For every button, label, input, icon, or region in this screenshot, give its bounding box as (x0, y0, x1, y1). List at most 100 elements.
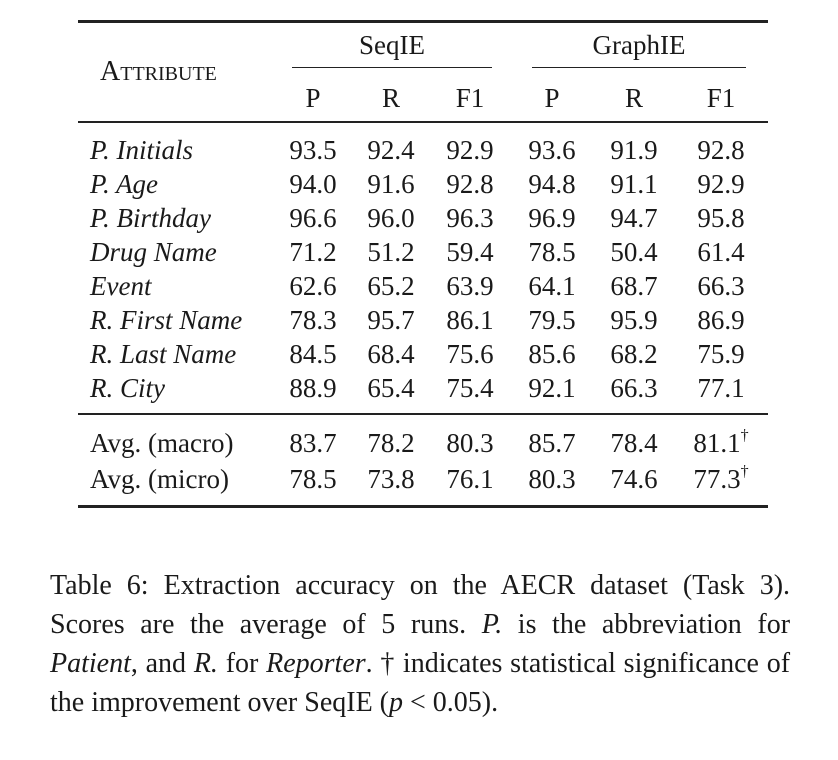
score-cell: 80.3 (430, 414, 510, 461)
score-value: 75.6 (446, 339, 494, 369)
score-value: 68.2 (610, 339, 658, 369)
score-cell: 96.9 (510, 201, 594, 235)
score-cell: 96.3 (430, 201, 510, 235)
score-value: 78.5 (528, 237, 576, 267)
score-value: 80.3 (446, 428, 494, 458)
score-value: 66.3 (697, 271, 745, 301)
score-value: 92.8 (446, 169, 494, 199)
score-value: 91.6 (367, 169, 415, 199)
score-cell: 95.8 (674, 201, 768, 235)
score-cell: 92.9 (674, 167, 768, 201)
score-value: 65.4 (367, 373, 415, 403)
attribute-column-header: Attribute (100, 56, 217, 87)
score-value: 86.9 (697, 305, 745, 335)
score-value: 75.9 (697, 339, 745, 369)
score-cell: 66.3 (674, 269, 768, 303)
seqie-label: SeqIE (292, 30, 493, 68)
score-value: 95.7 (367, 305, 415, 335)
score-cell: 65.4 (352, 371, 430, 414)
row-label: Event (90, 271, 152, 301)
score-value: 93.5 (289, 135, 337, 165)
score-cell: 62.6 (274, 269, 352, 303)
score-value: 59.4 (446, 237, 494, 267)
score-value: 76.1 (446, 464, 494, 494)
average-row: Avg. (macro) 83.7 78.2 80.3 85.7 78.4 81.1† (78, 414, 769, 461)
score-value: 83.7 (289, 428, 337, 458)
score-value: 94.8 (528, 169, 576, 199)
score-cell: 78.3 (274, 303, 352, 337)
score-value: 75.4 (446, 373, 494, 403)
score-value: 93.6 (528, 135, 576, 165)
score-value: 73.8 (367, 464, 415, 494)
table-row: P. Birthday 96.6 96.0 96.3 96.9 94.7 95.8 (78, 201, 768, 235)
table-row: R. Last Name 84.5 68.4 75.6 85.6 68.2 75.9 (78, 337, 768, 371)
subcol-graphie-p: P (544, 82, 560, 113)
score-value: 91.1 (610, 169, 658, 199)
score-cell: 92.8 (674, 122, 768, 167)
score-value: 96.6 (289, 203, 337, 233)
score-value: 68.7 (610, 271, 658, 301)
score-cell: 96.0 (352, 201, 430, 235)
score-cell: 75.4 (430, 371, 510, 414)
table-row: R. First Name 78.3 95.7 86.1 79.5 95.9 86.9 (78, 303, 768, 337)
graphie-group-header: GraphIE (510, 22, 768, 76)
score-cell: 84.5 (274, 337, 352, 371)
score-value: 78.2 (367, 428, 415, 458)
score-value: 92.4 (367, 135, 415, 165)
score-value: 96.3 (446, 203, 494, 233)
score-value: 92.9 (697, 169, 745, 199)
subcol-seqie-r: R (381, 82, 400, 113)
score-cell: 77.1 (674, 371, 768, 414)
score-value: 96.9 (528, 203, 576, 233)
score-value: 81.1 (693, 428, 741, 458)
score-cell: 83.7 (274, 414, 352, 461)
score-cell: 68.7 (594, 269, 674, 303)
score-value: 85.6 (528, 339, 576, 369)
score-value: 63.9 (446, 271, 494, 301)
score-cell: 91.1 (594, 167, 674, 201)
score-value: 78.5 (289, 464, 337, 494)
score-value: 84.5 (289, 339, 337, 369)
score-cell: 94.7 (594, 201, 674, 235)
score-value: 92.1 (528, 373, 576, 403)
score-cell: 74.6 (594, 461, 674, 507)
score-cell: 71.2 (274, 235, 352, 269)
score-cell: 93.6 (510, 122, 594, 167)
score-value: 96.0 (367, 203, 415, 233)
table-row: R. City 88.9 65.4 75.4 92.1 66.3 77.1 (78, 371, 768, 414)
average-rows: Avg. (macro) 83.7 78.2 80.3 85.7 78.4 81.1† Avg… (78, 414, 769, 507)
significance-dagger: † (740, 463, 749, 480)
subcol-seqie-p: P (305, 82, 321, 113)
score-value: 61.4 (697, 237, 745, 267)
table-caption: Table 6: Extraction accuracy on the AECR… (50, 570, 791, 718)
table-row: P. Initials 93.5 92.4 92.9 93.6 91.9 92.8 (78, 122, 769, 167)
score-cell: 93.5 (274, 122, 352, 167)
score-value: 78.4 (610, 428, 658, 458)
score-value: 66.3 (610, 373, 658, 403)
score-cell: 51.2 (352, 235, 430, 269)
score-cell: 64.1 (510, 269, 594, 303)
score-cell: 63.9 (430, 269, 510, 303)
score-value: 50.4 (610, 237, 658, 267)
score-cell: 59.4 (430, 235, 510, 269)
score-cell: 78.4 (594, 414, 674, 461)
score-cell: 92.8 (430, 167, 510, 201)
row-label: R. First Name (90, 305, 243, 335)
score-cell: 79.5 (510, 303, 594, 337)
score-cell: 77.3† (674, 461, 768, 507)
row-label: Avg. (macro) (90, 428, 234, 458)
score-cell: 86.9 (674, 303, 768, 337)
score-cell: 68.4 (352, 337, 430, 371)
row-label: Avg. (micro) (90, 464, 229, 494)
score-value: 79.5 (528, 305, 576, 335)
score-value: 86.1 (446, 305, 494, 335)
table-row: P. Age 94.0 91.6 92.8 94.8 91.1 92.9 (78, 167, 768, 201)
score-cell: 68.2 (594, 337, 674, 371)
score-cell: 95.7 (352, 303, 430, 337)
score-cell: 86.1 (430, 303, 510, 337)
subcolumn-header-row: P R F1 P R F1 (78, 75, 768, 122)
score-cell: 85.6 (510, 337, 594, 371)
score-value: 62.6 (289, 271, 337, 301)
graphie-label: GraphIE (532, 30, 747, 68)
score-value: 74.6 (610, 464, 658, 494)
